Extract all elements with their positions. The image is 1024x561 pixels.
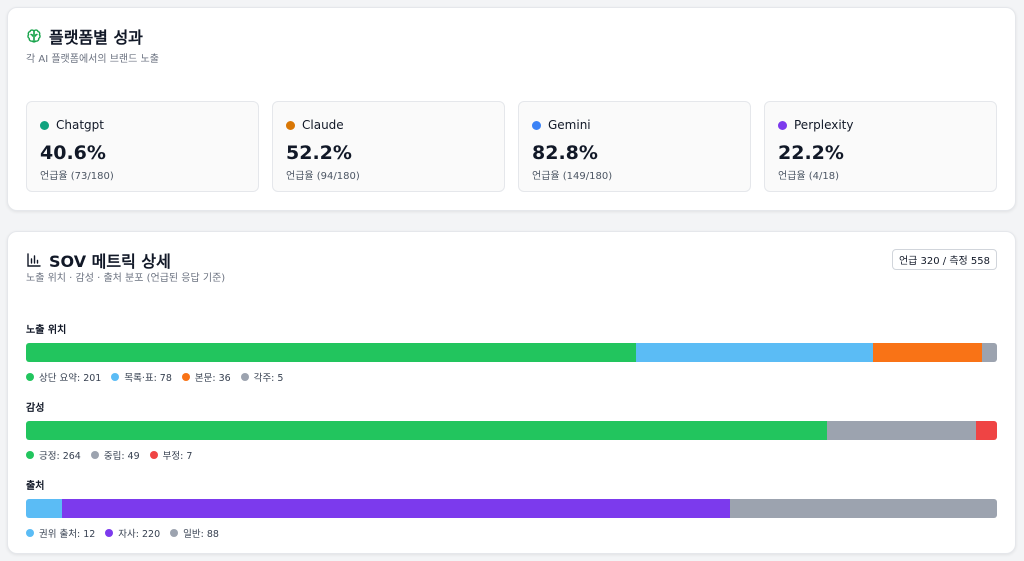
legend-label: 권위 출처: 12: [39, 529, 96, 540]
legend-dot: [240, 373, 249, 381]
legend-dot: [105, 529, 114, 537]
stacked-bar: [26, 421, 997, 440]
legend-label: 긍정: 264: [39, 451, 81, 462]
bar-chart-icon: [26, 252, 42, 268]
platform-name: Chatgpt: [56, 118, 104, 132]
stacked-bar: [26, 499, 997, 518]
platform-mention-rate: 52.2%: [286, 142, 352, 164]
legend-dot: [170, 529, 179, 537]
legend-dot: [149, 451, 158, 459]
legend-item: 본문: 36: [181, 370, 231, 384]
platform-color-dot: [40, 120, 49, 130]
sov-section-subtitle: 노출 위치 · 감성 · 출처 분포 (언급된 응답 기준): [26, 273, 226, 284]
legend-item: 자사: 220: [105, 526, 160, 540]
legend-dot: [26, 451, 34, 459]
platform-mention-detail: 언급율 (149/180): [532, 171, 613, 182]
platform-title-row: 플랫폼별 성과: [26, 24, 143, 48]
platform-mention-rate: 82.8%: [532, 142, 598, 164]
platform-section-title: 플랫폼별 성과: [49, 28, 143, 47]
platform-name-row: Perplexity: [778, 118, 854, 132]
bar-segment: [62, 499, 730, 518]
legend-label: 자사: 220: [118, 529, 161, 540]
platform-name: Claude: [302, 118, 344, 132]
legend-item: 부정: 7: [149, 448, 193, 462]
sov-metrics-card: SOV 메트릭 상세 노출 위치 · 감성 · 출처 분포 (언급된 응답 기준…: [7, 231, 1016, 554]
legend-item: 목록·표: 78: [111, 370, 172, 384]
legend-item: 중립: 49: [90, 448, 140, 462]
stacked-bar: [26, 343, 997, 362]
legend-item: 상단 요약: 201: [26, 370, 101, 384]
legend-dot: [26, 529, 34, 537]
bar-segment: [872, 343, 982, 362]
metric-label: 출처: [26, 481, 45, 492]
legend-item: 권위 출처: 12: [26, 526, 95, 540]
bar-legend: 상단 요약: 201 목록·표: 78 본문: 36 각주: 5: [26, 370, 997, 384]
legend-item: 긍정: 264: [26, 448, 81, 462]
platform-mention-rate: 40.6%: [40, 142, 106, 164]
legend-label: 상단 요약: 201: [39, 373, 102, 384]
platform-mention-rate: 22.2%: [778, 142, 844, 164]
legend-item: 각주: 5: [240, 370, 284, 384]
platform-card-chatgpt: Chatgpt 40.6% 언급율 (73/180): [26, 101, 259, 192]
legend-label: 부정: 7: [162, 451, 193, 462]
legend-dot: [90, 451, 99, 459]
mention-count-badge: 언급 320 / 측정 558: [891, 249, 997, 270]
legend-label: 중립: 49: [103, 451, 140, 462]
legend-label: 일반: 88: [183, 529, 219, 540]
platform-mention-detail: 언급율 (4/18): [778, 171, 840, 182]
bar-segment: [26, 343, 636, 362]
platform-color-dot: [532, 120, 541, 130]
bar-legend: 긍정: 264 중립: 49 부정: 7: [26, 448, 997, 462]
platform-performance-card: 플랫폼별 성과 각 AI 플랫폼에서의 브랜드 노출 Chatgpt 40.6%…: [7, 7, 1016, 211]
platform-name-row: Gemini: [532, 118, 591, 132]
metric-source: 출처 권위 출처: 12 자사: 220 일반: 88: [26, 477, 997, 540]
bar-segment: [975, 421, 997, 440]
platform-card-claude: Claude 52.2% 언급율 (94/180): [272, 101, 505, 192]
legend-dot: [26, 373, 34, 381]
legend-dot: [111, 373, 120, 381]
metric-exposure-position: 노출 위치 상단 요약: 201 목록·표: 78 본문: 36 각주: 5: [26, 321, 997, 384]
legend-label: 각주: 5: [253, 373, 284, 384]
metric-label: 노출 위치: [26, 325, 67, 336]
platform-mention-detail: 언급율 (73/180): [40, 171, 114, 182]
platform-name: Gemini: [548, 118, 591, 132]
legend-label: 목록·표: 78: [124, 373, 172, 384]
legend-label: 본문: 36: [194, 373, 231, 384]
legend-dot: [181, 373, 190, 381]
platform-cards: Chatgpt 40.6% 언급율 (73/180) Claude 52.2% …: [26, 101, 997, 192]
platform-name: Perplexity: [794, 118, 854, 132]
platform-card-gemini: Gemini 82.8% 언급율 (149/180): [518, 101, 751, 192]
sov-title-row: SOV 메트릭 상세: [26, 248, 171, 272]
brain-icon: [26, 28, 42, 44]
platform-card-perplexity: Perplexity 22.2% 언급율 (4/18): [764, 101, 997, 192]
platform-mention-detail: 언급율 (94/180): [286, 171, 360, 182]
platform-name-row: Claude: [286, 118, 344, 132]
metric-label: 감성: [26, 403, 45, 414]
platform-section-subtitle: 각 AI 플랫폼에서의 브랜드 노출: [26, 54, 159, 65]
bar-segment: [827, 421, 976, 440]
bar-legend: 권위 출처: 12 자사: 220 일반: 88: [26, 526, 997, 540]
bar-segment: [635, 343, 873, 362]
bar-segment: [26, 421, 828, 440]
sov-section-title: SOV 메트릭 상세: [49, 252, 171, 271]
bar-segment: [26, 499, 63, 518]
platform-color-dot: [286, 120, 295, 130]
legend-item: 일반: 88: [170, 526, 219, 540]
bar-segment: [729, 499, 997, 518]
platform-color-dot: [778, 120, 787, 130]
platform-name-row: Chatgpt: [40, 118, 104, 132]
bar-segment: [981, 343, 997, 362]
metric-sentiment: 감성 긍정: 264 중립: 49 부정: 7: [26, 399, 997, 462]
